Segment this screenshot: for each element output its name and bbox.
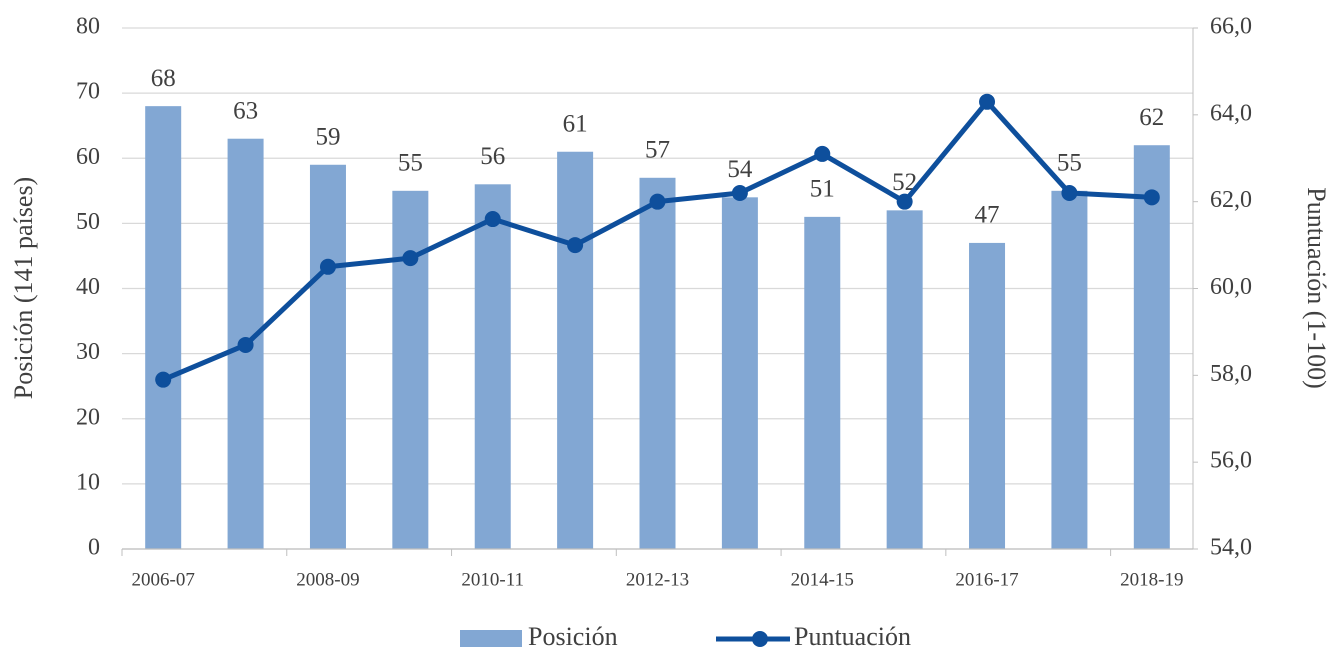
line-marker	[1061, 184, 1078, 201]
line-marker	[814, 145, 831, 162]
data-label: 68	[151, 65, 176, 92]
line-marker	[155, 371, 172, 388]
legend-label: Posición	[528, 622, 618, 651]
y-tick-label: 20	[76, 404, 100, 430]
x-tick-label: 2006-07	[132, 569, 195, 590]
bar	[474, 184, 511, 550]
bar	[804, 216, 841, 550]
legend-marker	[752, 631, 768, 647]
legend-label: Puntuación	[794, 622, 911, 651]
line-marker	[979, 93, 996, 110]
x-tick-label: 2008-09	[296, 569, 359, 590]
y-tick-label: 0	[88, 535, 100, 561]
data-label: 62	[1139, 104, 1164, 131]
x-tick-label: 2014-15	[791, 569, 854, 590]
line-marker	[896, 193, 913, 210]
line-marker	[237, 336, 254, 353]
y-tick-label: 60	[76, 144, 100, 170]
y-axis-title: Posición (141 países)	[9, 177, 38, 399]
x-tick-label: 2018-19	[1120, 569, 1183, 590]
y2-tick-label: 60,0	[1210, 274, 1252, 300]
y2-axis-title: Puntuación (1-100)	[1302, 187, 1331, 388]
data-label: 57	[645, 137, 670, 164]
data-label: 61	[563, 110, 588, 137]
x-tick-label: 2012-13	[626, 569, 689, 590]
line-marker	[567, 237, 584, 254]
y-tick-label: 80	[76, 14, 100, 40]
data-label: 56	[480, 143, 505, 170]
bar	[309, 164, 346, 549]
data-label: 47	[975, 202, 1000, 229]
line-marker	[319, 258, 336, 275]
y2-tick-label: 58,0	[1210, 361, 1252, 387]
legend-swatch	[460, 630, 522, 647]
y-tick-label: 70	[76, 79, 100, 105]
line-marker	[649, 193, 666, 210]
y2-tick-label: 66,0	[1210, 14, 1252, 40]
data-label: 63	[233, 97, 258, 124]
bar	[392, 190, 429, 549]
x-tick-label: 2016-17	[955, 569, 1018, 590]
y-tick-label: 10	[76, 469, 100, 495]
bar	[969, 242, 1006, 549]
data-label: 55	[1057, 150, 1082, 177]
line-marker	[1143, 189, 1160, 206]
bar	[886, 210, 923, 549]
y-tick-label: 40	[76, 274, 100, 300]
data-label: 55	[398, 150, 423, 177]
line-marker	[731, 184, 748, 201]
y2-tick-label: 64,0	[1210, 100, 1252, 126]
data-label: 59	[315, 123, 340, 150]
bar	[639, 177, 676, 549]
y2-tick-label: 54,0	[1210, 535, 1252, 561]
data-label: 51	[810, 176, 835, 203]
bar	[557, 151, 594, 550]
y-tick-label: 30	[76, 339, 100, 365]
x-tick-label: 2010-11	[461, 569, 524, 590]
y2-tick-label: 62,0	[1210, 187, 1252, 213]
y2-tick-label: 56,0	[1210, 448, 1252, 474]
line-marker	[484, 211, 501, 228]
y-tick-label: 50	[76, 209, 100, 235]
line-marker	[402, 250, 419, 267]
bar	[1051, 190, 1088, 549]
data-label: 54	[727, 156, 753, 183]
bar	[1133, 145, 1170, 549]
bar	[145, 106, 182, 550]
bar	[721, 197, 758, 549]
